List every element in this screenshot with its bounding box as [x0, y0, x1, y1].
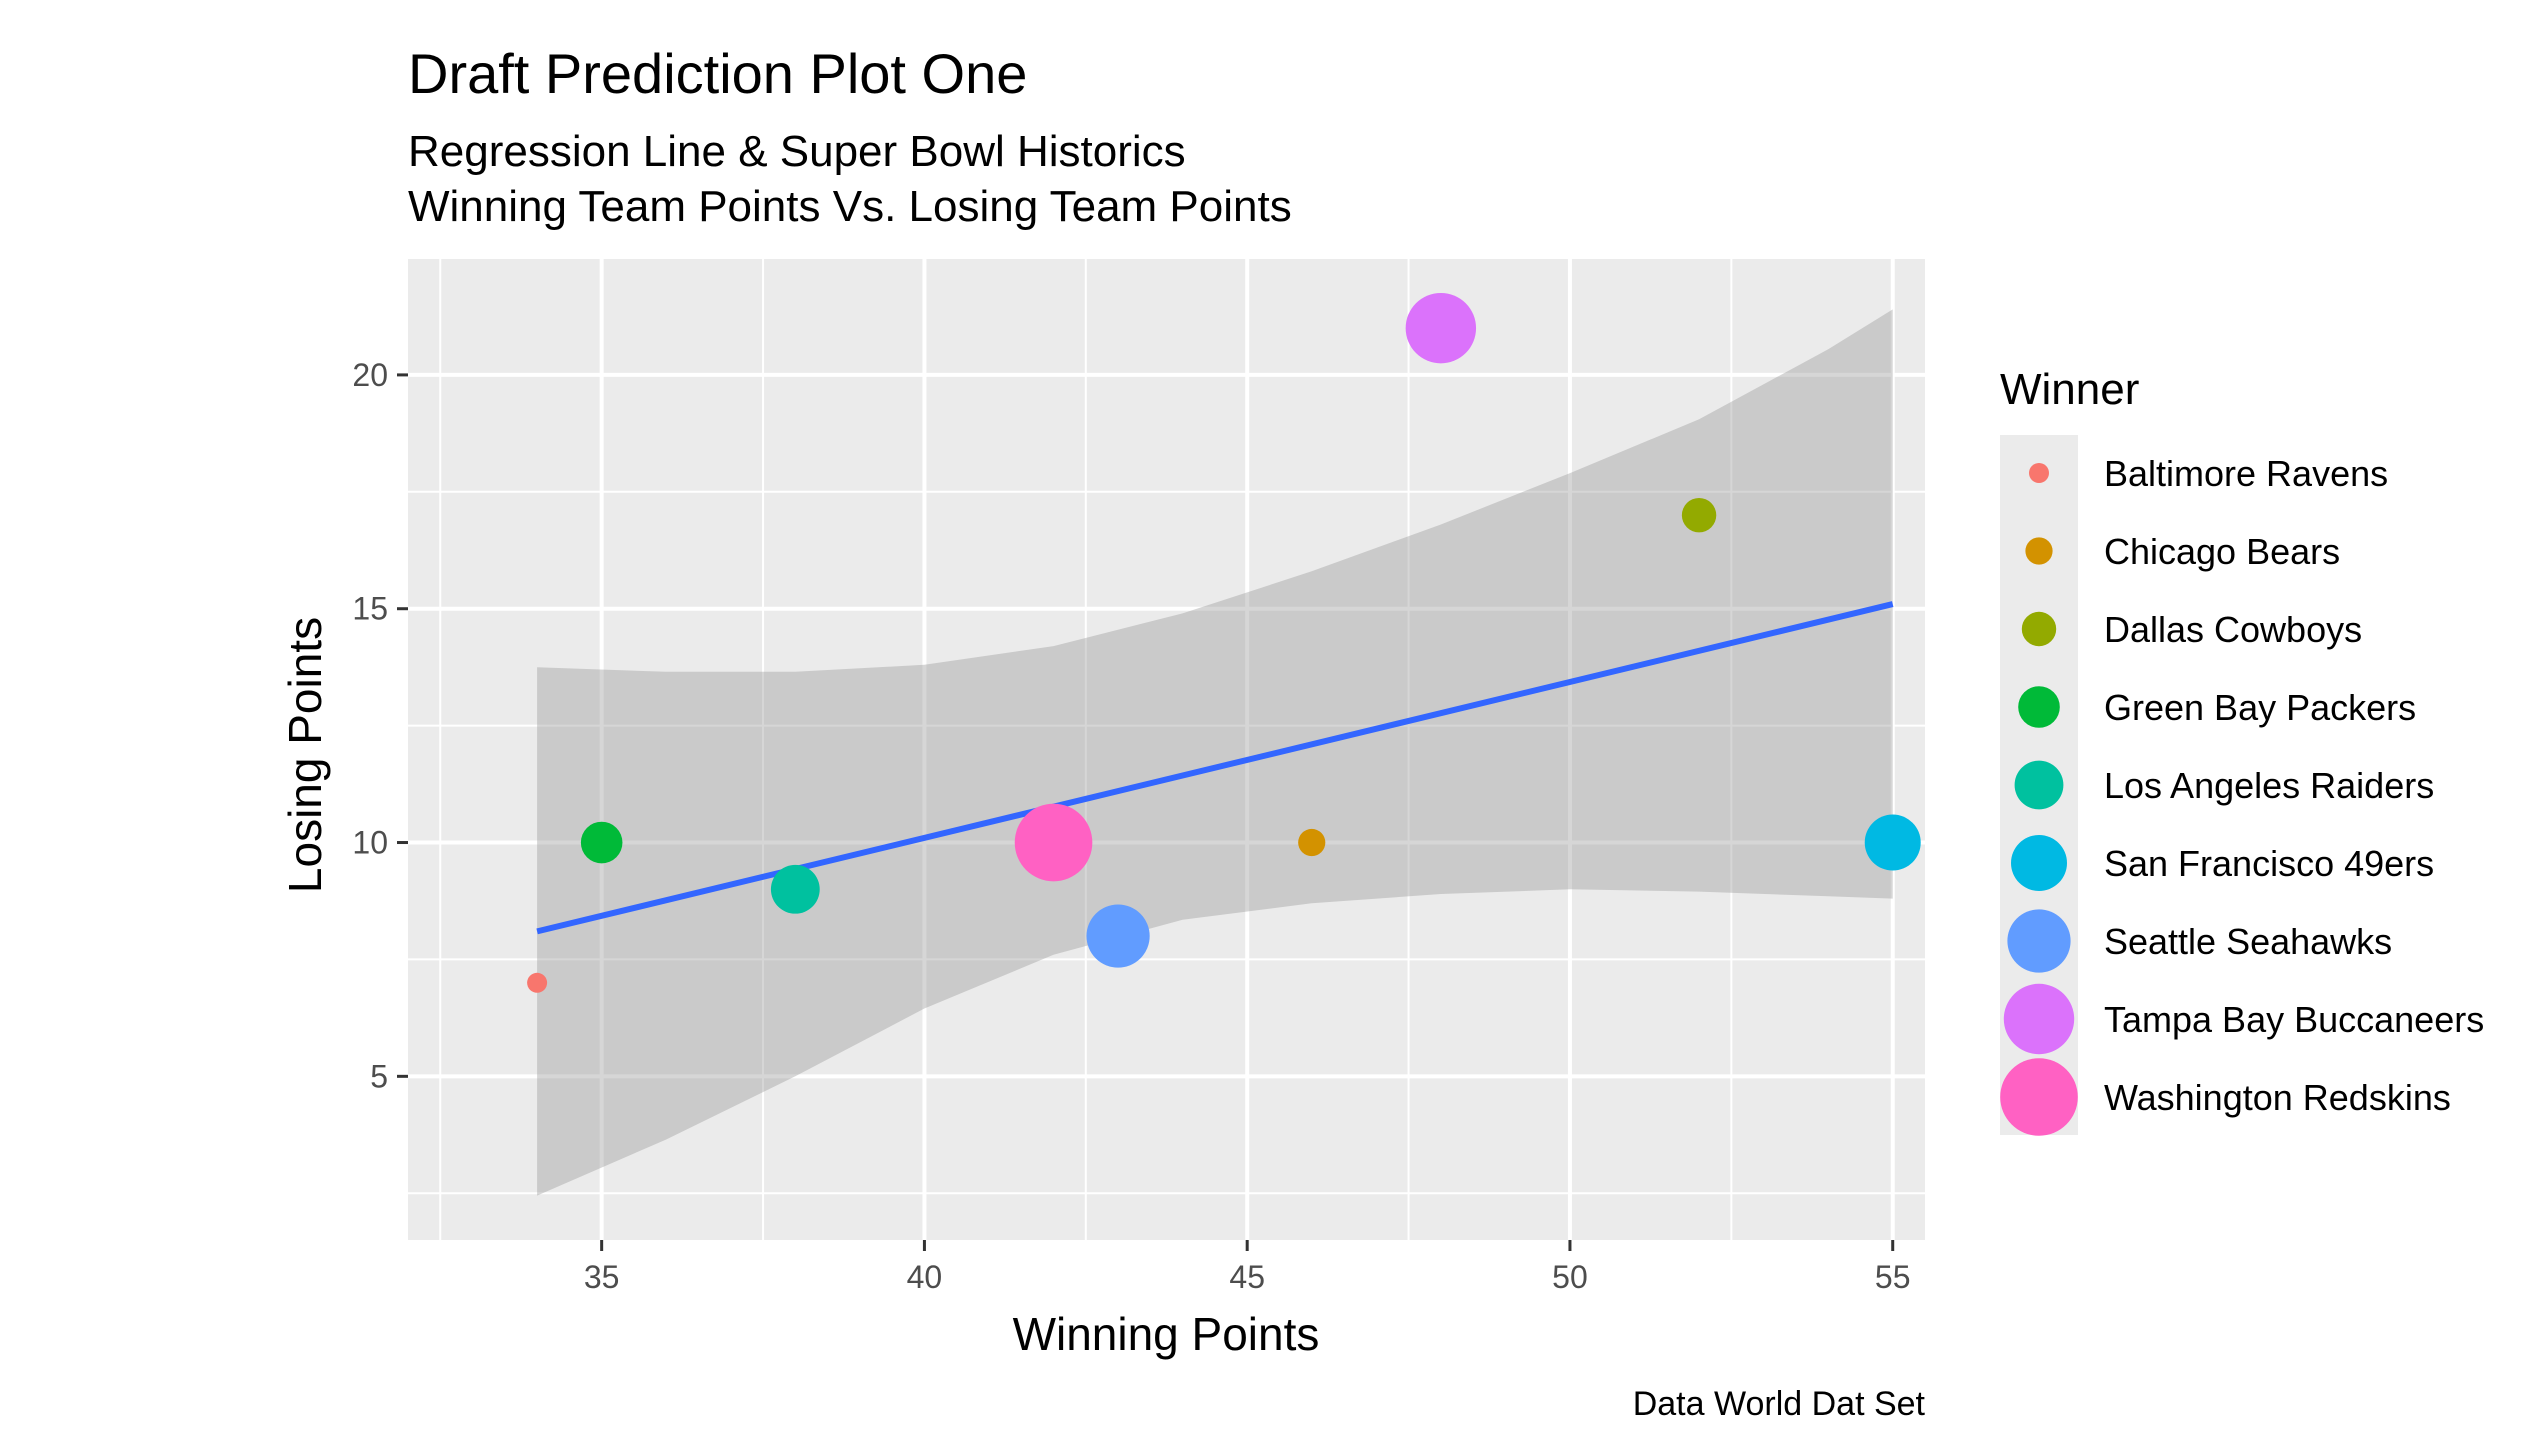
- confidence-band: [537, 309, 1893, 1196]
- data-point: [1014, 803, 1093, 882]
- x-tick-label: 45: [1229, 1259, 1265, 1295]
- chart-title: Draft Prediction Plot One: [408, 42, 1027, 105]
- y-tick-label: 10: [352, 825, 388, 861]
- x-tick-label: 55: [1875, 1259, 1911, 1295]
- y-tick-label: 15: [352, 591, 388, 627]
- data-point: [1864, 814, 1921, 871]
- chart-subtitle-line-2: Winning Team Points Vs. Losing Team Poin…: [408, 182, 1292, 231]
- x-tick-label: 35: [584, 1259, 620, 1295]
- y-tick-label: 5: [370, 1058, 388, 1094]
- y-tick-label: 20: [352, 357, 388, 393]
- data-point: [1298, 828, 1326, 857]
- legend-key: [2014, 760, 2064, 810]
- data-point: [1405, 292, 1477, 364]
- legend-key: [2011, 835, 2067, 891]
- legend-entry-label: San Francisco 49ers: [2104, 843, 2434, 884]
- y-axis: 5 10 15 20: [352, 357, 408, 1094]
- legend-entry-label: Seattle Seahawks: [2104, 921, 2392, 962]
- legend-entry-label: Green Bay Packers: [2104, 687, 2416, 728]
- chart-caption: Data World Dat Set: [1633, 1385, 1926, 1423]
- regression-line: [536, 601, 1894, 935]
- legend-key: [2025, 537, 2053, 565]
- legend: Winner Baltimore Ravens Chicago Bears Dall…: [2000, 365, 2484, 1136]
- legend-entry-label: Chicago Bears: [2104, 531, 2340, 572]
- legend-key: [2007, 909, 2071, 973]
- chart-subtitle-line-1: Regression Line & Super Bowl Historics: [408, 127, 1186, 176]
- legend-entry-label: Washington Redskins: [2104, 1077, 2451, 1118]
- legend-key: [2018, 686, 2060, 728]
- legend-entry-label: Tampa Bay Buccaneers: [2104, 999, 2484, 1040]
- legend-entry-label: Los Angeles Raiders: [2104, 765, 2434, 806]
- y-axis-title: Losing Points: [279, 617, 331, 893]
- legend-entry-label: Dallas Cowboys: [2104, 609, 2362, 650]
- x-axis: 35 40 45 50 55: [584, 1240, 1911, 1295]
- x-tick-label: 50: [1552, 1259, 1588, 1295]
- data-point: [527, 972, 548, 993]
- data-point: [770, 864, 820, 914]
- data-point: [1086, 904, 1150, 968]
- data-point: [580, 821, 623, 864]
- legend-key: [2000, 1058, 2078, 1136]
- data-point: [1681, 497, 1717, 533]
- legend-key: [2021, 611, 2057, 647]
- legend-key: [2003, 983, 2075, 1055]
- x-tick-label: 40: [907, 1259, 943, 1295]
- legend-entry-label: Baltimore Ravens: [2104, 453, 2388, 494]
- plot-panel: [408, 257, 1925, 1240]
- legend-key: [2029, 463, 2049, 483]
- x-axis-title: Winning Points: [1013, 1308, 1320, 1360]
- legend-title: Winner: [2000, 365, 2139, 414]
